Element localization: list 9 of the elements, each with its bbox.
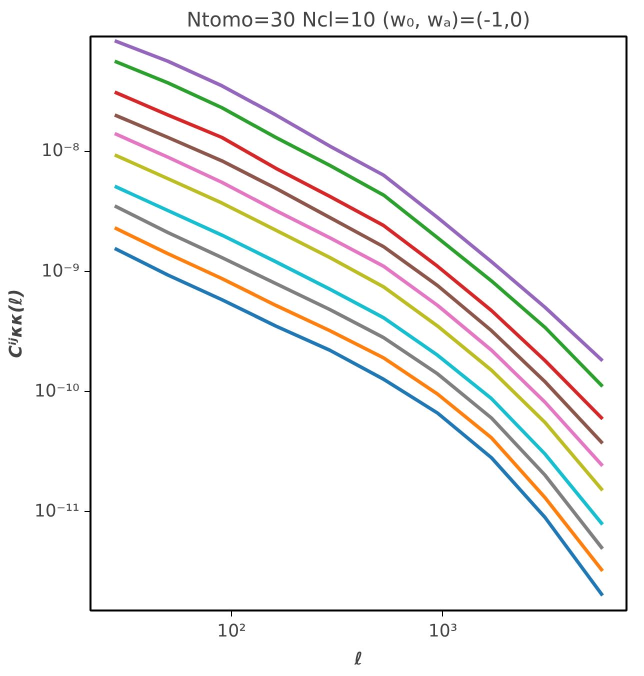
x-axis-title: ℓ — [353, 650, 363, 670]
x-tick-label: 10³ — [428, 622, 458, 642]
y-tick-label: 10⁻¹¹ — [34, 502, 80, 522]
chart-title: Ntomo=30 Ncl=10 (w₀, wₐ)=(-1,0) — [186, 8, 530, 32]
y-axis-title: Cⁱʲκκ(ℓ) — [6, 289, 26, 358]
x-tick-label: 10² — [217, 622, 246, 642]
y-tick-label: 10⁻⁸ — [41, 141, 80, 162]
y-tick-label: 10⁻¹⁰ — [34, 381, 80, 402]
y-tick-label: 10⁻⁹ — [41, 261, 80, 282]
